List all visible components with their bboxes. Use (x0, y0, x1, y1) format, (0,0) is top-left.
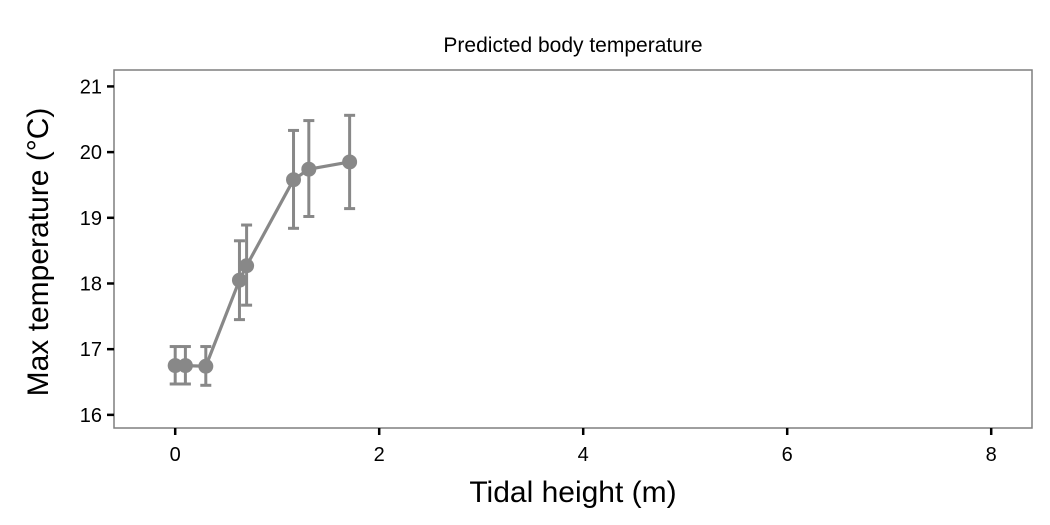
y-tick-label: 21 (80, 76, 102, 98)
data-point (198, 358, 214, 374)
chart-title: Predicted body temperature (443, 34, 702, 57)
x-tick-label: 2 (374, 444, 385, 466)
x-axis: 0 2 4 6 8 (170, 428, 997, 466)
y-axis-title: Max temperature (°C) (22, 108, 55, 397)
x-tick-label: 6 (782, 444, 793, 466)
y-tick-label: 17 (80, 339, 102, 361)
y-tick-label: 19 (80, 208, 102, 230)
x-tick-label: 8 (986, 444, 997, 466)
data-point (239, 258, 255, 274)
y-tick-label: 20 (80, 142, 102, 164)
x-tick-label: 4 (578, 444, 589, 466)
data-points (167, 154, 358, 374)
data-point (342, 154, 358, 170)
data-point (231, 272, 247, 288)
data-point (177, 358, 193, 374)
x-axis-title: Tidal height (m) (469, 476, 676, 509)
y-tick-label: 16 (80, 405, 102, 427)
plot-area (113, 69, 1033, 429)
x-tick-label: 0 (170, 444, 181, 466)
data-point (286, 172, 302, 188)
panel-border (113, 69, 1033, 429)
y-tick-label: 18 (80, 273, 102, 295)
y-axis: 16 17 18 19 20 21 (80, 76, 114, 427)
data-point (301, 161, 317, 177)
